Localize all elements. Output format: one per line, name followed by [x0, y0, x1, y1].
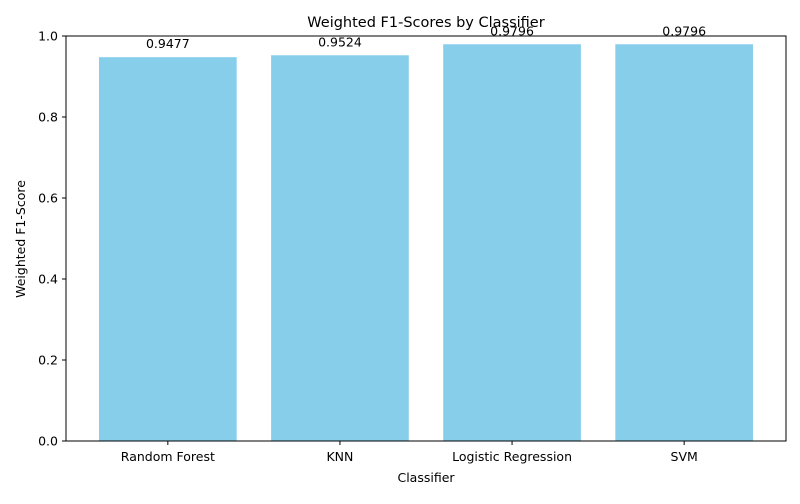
x-tick-label: KNN: [326, 449, 353, 464]
plot-area: 0.9477 Random Forest 0.9524 KNN 0.9796 Logist…: [38, 23, 787, 464]
y-tick-label: 0.0: [38, 434, 58, 449]
bar-svm: [615, 44, 753, 442]
value-label: 0.9796: [662, 23, 706, 38]
y-tick-label: 1.0: [38, 29, 58, 44]
value-label: 0.9524: [318, 34, 362, 49]
bar-logistic-regression: [443, 44, 581, 442]
y-tick-label: 0.6: [38, 191, 58, 206]
y-tick-label: 0.2: [38, 353, 58, 368]
value-label: 0.9477: [146, 36, 190, 51]
bar-random-forest: [99, 57, 237, 442]
x-tick-label: Logistic Regression: [452, 449, 572, 464]
value-label: 0.9796: [490, 23, 534, 38]
x-axis-label: Classifier: [397, 470, 455, 485]
axes-frame: [65, 35, 787, 442]
chart-title: Weighted F1-Scores by Classifier: [307, 15, 544, 31]
bar-knn: [271, 55, 409, 441]
y-tick-label: 0.8: [38, 110, 58, 125]
x-tick-label: Random Forest: [121, 449, 215, 464]
x-tick-label: SVM: [671, 449, 698, 464]
y-axis-label: Weighted F1-Score: [13, 180, 28, 298]
y-tick-label: 0.4: [38, 272, 58, 287]
